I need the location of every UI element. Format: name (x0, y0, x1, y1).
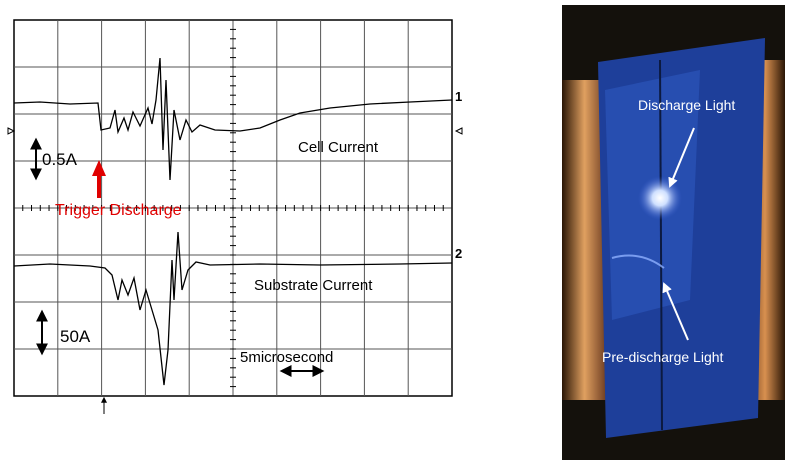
channel-label: 1 (455, 89, 462, 104)
time-scale-label: 5microsecond (240, 349, 333, 366)
oscilloscope: 1 2 0.5A Cell Current Trigger Discharge … (8, 20, 462, 414)
scale-label: 0.5A (42, 150, 78, 169)
figure: 1 2 0.5A Cell Current Trigger Discharge … (0, 0, 789, 461)
trace-label: Substrate Current (254, 277, 373, 294)
photo-label: Pre-discharge Light (602, 349, 724, 365)
page: 1 2 0.5A Cell Current Trigger Discharge … (0, 0, 789, 461)
trigger-label: Trigger Discharge (55, 202, 182, 219)
discharge-glow (638, 176, 682, 220)
discharge-photo: Discharge Light Pre-discharge Light (562, 5, 785, 460)
channel-label: 2 (455, 246, 462, 261)
photo-label: Discharge Light (638, 97, 735, 113)
trace-label: Cell Current (298, 139, 379, 156)
scale-label: 50A (60, 327, 91, 346)
